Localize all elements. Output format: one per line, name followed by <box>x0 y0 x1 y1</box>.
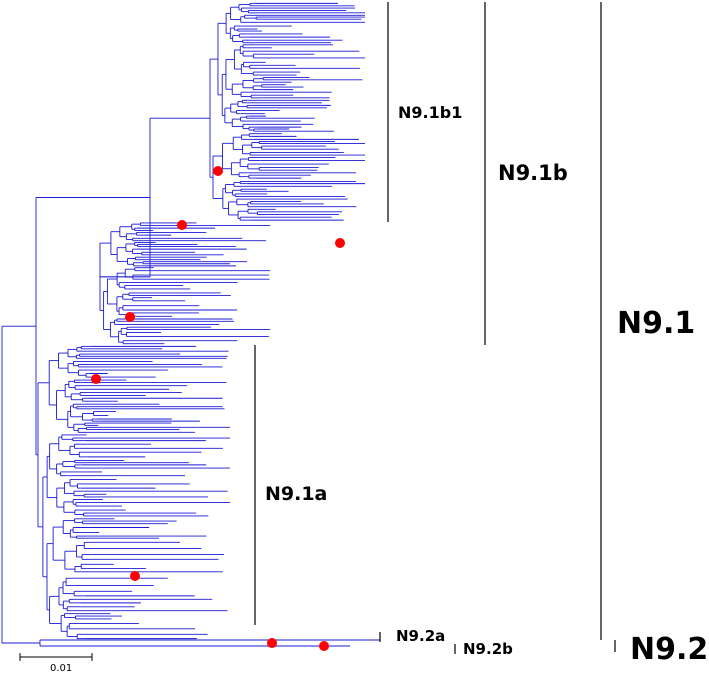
node-marker <box>213 166 223 176</box>
node-marker <box>130 571 140 581</box>
node-marker <box>91 374 101 384</box>
label-n91a: N9.1a <box>265 483 327 505</box>
label-n91b: N9.1b <box>498 161 568 185</box>
node-marker <box>319 641 329 651</box>
tree-branches <box>1 2 380 647</box>
label-n92: N9.2 <box>630 632 708 667</box>
node-marker <box>125 312 135 322</box>
label-n92b: N9.2b <box>463 640 513 658</box>
label-n91b1: N9.1b1 <box>398 103 462 122</box>
node-marker <box>177 220 187 230</box>
node-marker <box>267 638 277 648</box>
label-n91: N9.1 <box>617 306 695 341</box>
scale-bar-label: 0.01 <box>50 663 72 673</box>
clade-brackets <box>254 2 616 654</box>
node-marker <box>335 238 345 248</box>
scale-bar: 0.01 <box>19 653 93 673</box>
label-n92a: N9.2a <box>396 627 445 645</box>
node-markers <box>91 166 345 651</box>
